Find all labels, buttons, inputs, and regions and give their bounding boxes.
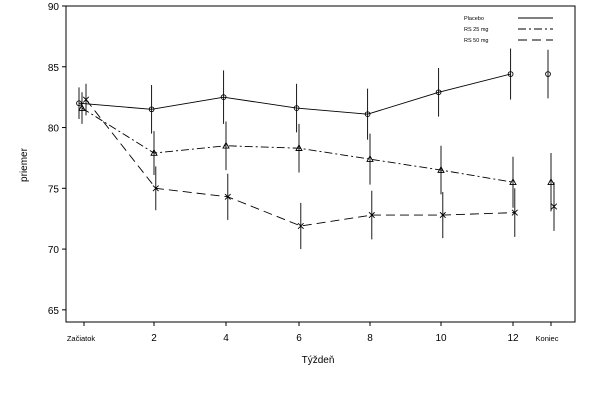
x-tick-label: Začiatok (67, 334, 96, 343)
y-tick-label: 80 (48, 124, 60, 135)
series-line (78, 73, 511, 115)
y-tick-label: 85 (48, 63, 60, 74)
legend-label: Placebo (464, 16, 484, 22)
circle-marker (76, 100, 82, 107)
triangle-marker (437, 165, 445, 173)
legend: Placebo RS 25 mg RS 50 mg (464, 16, 553, 44)
y-tick-label: 75 (48, 184, 60, 195)
circle-marker (293, 105, 300, 111)
circle-marker (435, 89, 442, 96)
y-tick-label: 70 (48, 245, 60, 256)
x-tick-label: Koniec (536, 334, 559, 343)
x-tick-label: 12 (507, 333, 519, 344)
x-axis-title: Týždeň (302, 355, 335, 366)
x-marker (152, 185, 159, 192)
circle-marker (545, 71, 551, 77)
x-tick-label: 2 (151, 333, 157, 344)
x-marker (368, 211, 375, 219)
triangle-marker (509, 178, 517, 185)
x-tick-label: 6 (296, 333, 302, 344)
x-marker (550, 203, 558, 210)
x-marker (511, 209, 518, 216)
triangle-marker (547, 178, 555, 185)
circle-marker (220, 94, 227, 101)
x-tick-label: 10 (435, 333, 447, 344)
x-marker (82, 96, 90, 103)
circle-marker (507, 71, 514, 77)
legend-label: RS 50 mg (464, 38, 488, 44)
triangle-marker (366, 154, 374, 162)
x-marker (224, 193, 231, 200)
axes: 65 70 75 80 85 90 Začiatok 2 4 6 8 10 12 Koniec (48, 2, 576, 344)
triangle-marker (150, 148, 158, 156)
x-tick-label: 4 (223, 333, 229, 344)
y-axis-title: priemer (19, 147, 30, 182)
triangle-marker (295, 144, 303, 151)
plot-frame (65, 5, 576, 323)
y-tick-label: 65 (48, 306, 60, 317)
x-tick-label: 8 (367, 333, 373, 344)
triangle-marker (78, 103, 86, 111)
series-layer (76, 48, 558, 250)
circle-marker (148, 106, 155, 113)
x-marker (439, 211, 446, 219)
circle-marker (364, 111, 371, 118)
series-0 (76, 48, 551, 140)
triangle-marker (222, 141, 230, 149)
series-2 (82, 83, 558, 250)
series-line (81, 107, 514, 183)
legend-label: RS 25 mg (464, 27, 488, 33)
y-tick-label: 90 (48, 2, 60, 13)
x-marker (297, 222, 304, 230)
series-1 (78, 92, 555, 212)
